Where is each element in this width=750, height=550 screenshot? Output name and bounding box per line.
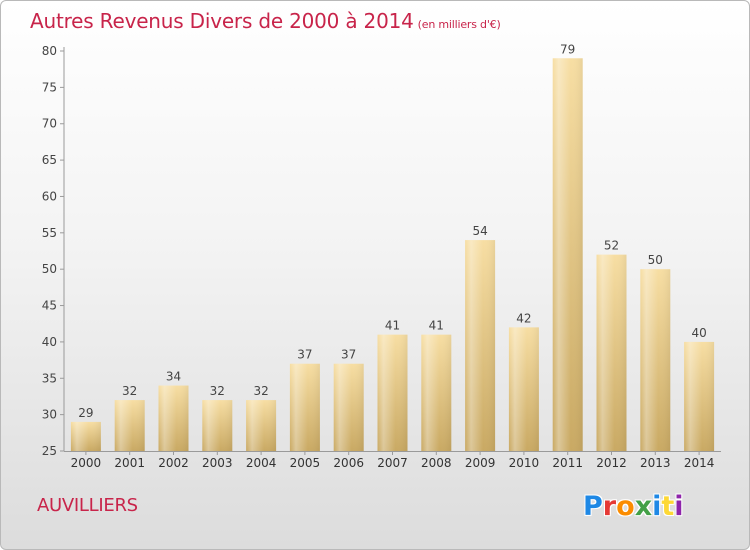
x-tick-label: 2009 (465, 456, 496, 470)
bar-highlight (246, 400, 277, 451)
y-tick-label: 30 (42, 408, 57, 422)
bar-highlight (596, 254, 627, 451)
x-tick-label: 2014 (684, 456, 715, 470)
bar-highlight (289, 363, 320, 451)
logo-letter: P (583, 491, 603, 522)
x-tick-label: 2002 (158, 456, 189, 470)
x-tick-label: 2010 (509, 456, 540, 470)
y-tick-label: 70 (42, 117, 57, 131)
bar-value-label: 52 (604, 239, 619, 253)
logo-letter: x (634, 491, 653, 522)
x-tick-label: 2007 (377, 456, 408, 470)
logo-letter: t (661, 491, 675, 522)
y-tick-label: 75 (42, 80, 57, 94)
bar-value-label: 42 (516, 311, 531, 325)
y-tick-label: 45 (42, 299, 57, 313)
bar-highlight (70, 421, 101, 451)
bar-value-label: 41 (429, 319, 444, 333)
bar-value-label: 29 (78, 406, 93, 420)
bar-value-label: 32 (210, 384, 225, 398)
y-tick-label: 65 (42, 153, 57, 167)
bar-value-label: 37 (297, 348, 312, 362)
commune-name: AUVILLIERS (37, 495, 138, 516)
chart-title: Autres Revenus Divers de 2000 à 2014 (en … (30, 9, 501, 33)
x-tick-label: 2008 (421, 456, 452, 470)
y-tick-label: 40 (42, 335, 57, 349)
bar-value-label: 37 (341, 348, 356, 362)
title-text: Autres Revenus Divers de 2000 à 2014 (30, 9, 414, 33)
proxiti-logo[interactable]: Proxiti (583, 491, 684, 522)
bar-value-label: 41 (385, 319, 400, 333)
bar-value-label: 34 (166, 370, 181, 384)
logo-letter: i (652, 491, 662, 522)
bar-value-label: 32 (122, 384, 137, 398)
bar-highlight (114, 400, 145, 451)
bar-highlight (508, 327, 539, 451)
x-tick-label: 2000 (71, 456, 102, 470)
x-tick-label: 2004 (246, 456, 277, 470)
bar-value-label: 79 (560, 42, 575, 56)
bar-value-label: 40 (691, 326, 706, 340)
y-tick-label: 80 (42, 44, 57, 58)
bar-highlight (158, 385, 189, 451)
x-tick-label: 2013 (640, 456, 671, 470)
bar-highlight (377, 334, 408, 451)
bar-highlight (684, 341, 715, 451)
x-tick-label: 2003 (202, 456, 233, 470)
bar-value-label: 54 (472, 224, 487, 238)
y-tick-label: 60 (42, 189, 57, 203)
bar-highlight (202, 400, 233, 451)
bar-highlight (640, 269, 671, 451)
logo-letter: i (674, 491, 684, 522)
bar-highlight (421, 334, 452, 451)
bar-highlight (333, 363, 364, 451)
bar-value-label: 32 (253, 384, 268, 398)
logo-letter: o (616, 491, 635, 522)
bar-highlight (552, 58, 583, 451)
bar-highlight (465, 240, 496, 451)
bar-value-label: 50 (648, 253, 663, 267)
x-tick-label: 2012 (596, 456, 627, 470)
x-tick-label: 2001 (114, 456, 145, 470)
logo-letter: r (602, 491, 617, 522)
x-tick-label: 2011 (552, 456, 583, 470)
x-tick-label: 2005 (290, 456, 321, 470)
chart-subtitle: (en milliers d'€) (417, 18, 501, 31)
x-tick-label: 2006 (333, 456, 364, 470)
y-tick-label: 55 (42, 226, 57, 240)
y-tick-label: 35 (42, 371, 57, 385)
y-tick-label: 25 (42, 444, 57, 458)
y-tick-label: 50 (42, 262, 57, 276)
